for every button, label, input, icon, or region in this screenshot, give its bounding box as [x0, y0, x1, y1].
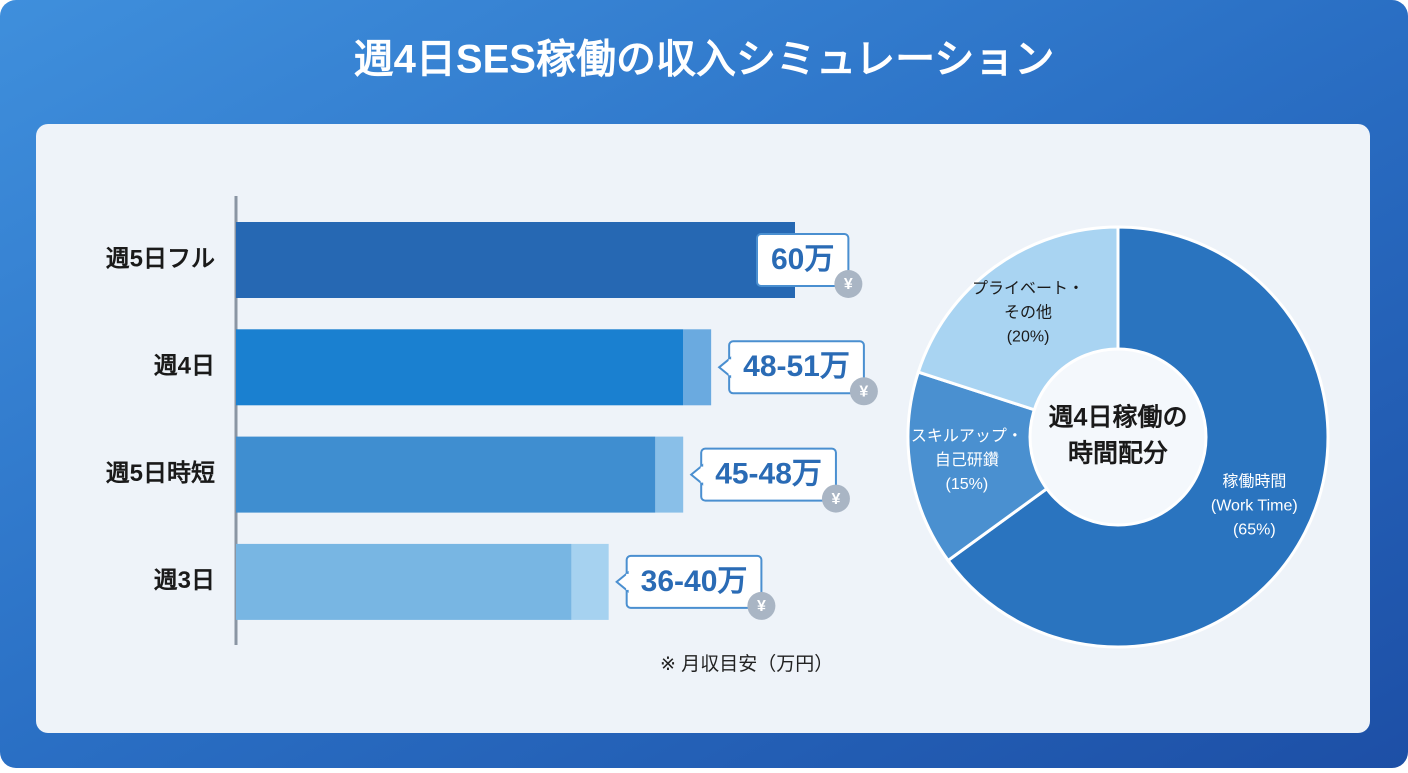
slice-label: (65%)	[1233, 522, 1276, 539]
value-label: 36-40万	[641, 565, 748, 598]
currency-icon	[849, 377, 878, 406]
donut-hole	[1028, 347, 1208, 527]
currency-icon	[821, 484, 850, 513]
page-title: 週4日SES稼働の収入シミュレーション	[354, 38, 1055, 82]
bar	[236, 329, 684, 406]
currency-symbol: ¥	[757, 598, 766, 615]
currency-symbol: ¥	[859, 384, 868, 401]
slice-label: 自己研鑽	[935, 451, 999, 469]
bar	[236, 543, 572, 620]
currency-icon	[834, 270, 863, 298]
bar-range	[683, 329, 712, 406]
currency-symbol: ¥	[844, 276, 853, 293]
callout-cover	[700, 466, 704, 483]
callout-cover	[728, 359, 732, 376]
note: ※ 月収目安（万円）	[660, 653, 833, 675]
slice-label: (15%)	[946, 476, 989, 493]
category-label: 週5日時短	[106, 459, 215, 487]
donut-title: 週4日稼働の	[1049, 404, 1188, 432]
value-label: 45-48万	[715, 458, 822, 491]
category-label: 週3日	[154, 567, 215, 594]
slice-label: (20%)	[1007, 328, 1050, 345]
value-label-box	[756, 233, 850, 287]
currency-icon	[747, 591, 776, 620]
bar	[236, 222, 795, 298]
currency-symbol: ¥	[831, 491, 840, 508]
callout-cover	[626, 573, 630, 590]
donut-title: 時間配分	[1068, 439, 1168, 468]
category-label: 週5日フル	[106, 245, 215, 272]
bar-range	[655, 436, 684, 513]
slice-label: (Work Time)	[1211, 498, 1298, 515]
value-label: 60万	[771, 243, 834, 276]
pie-slice	[906, 370, 1122, 563]
bar	[236, 436, 656, 513]
slice-label: プライベート・	[972, 279, 1084, 297]
slice-label: スキルアップ・	[911, 427, 1023, 445]
value-label: 48-51万	[743, 350, 850, 383]
slice-label: 稼働時間	[1222, 473, 1286, 491]
bar-range	[571, 543, 609, 620]
slice-label: その他	[1004, 303, 1052, 321]
category-label: 週4日	[154, 353, 215, 380]
